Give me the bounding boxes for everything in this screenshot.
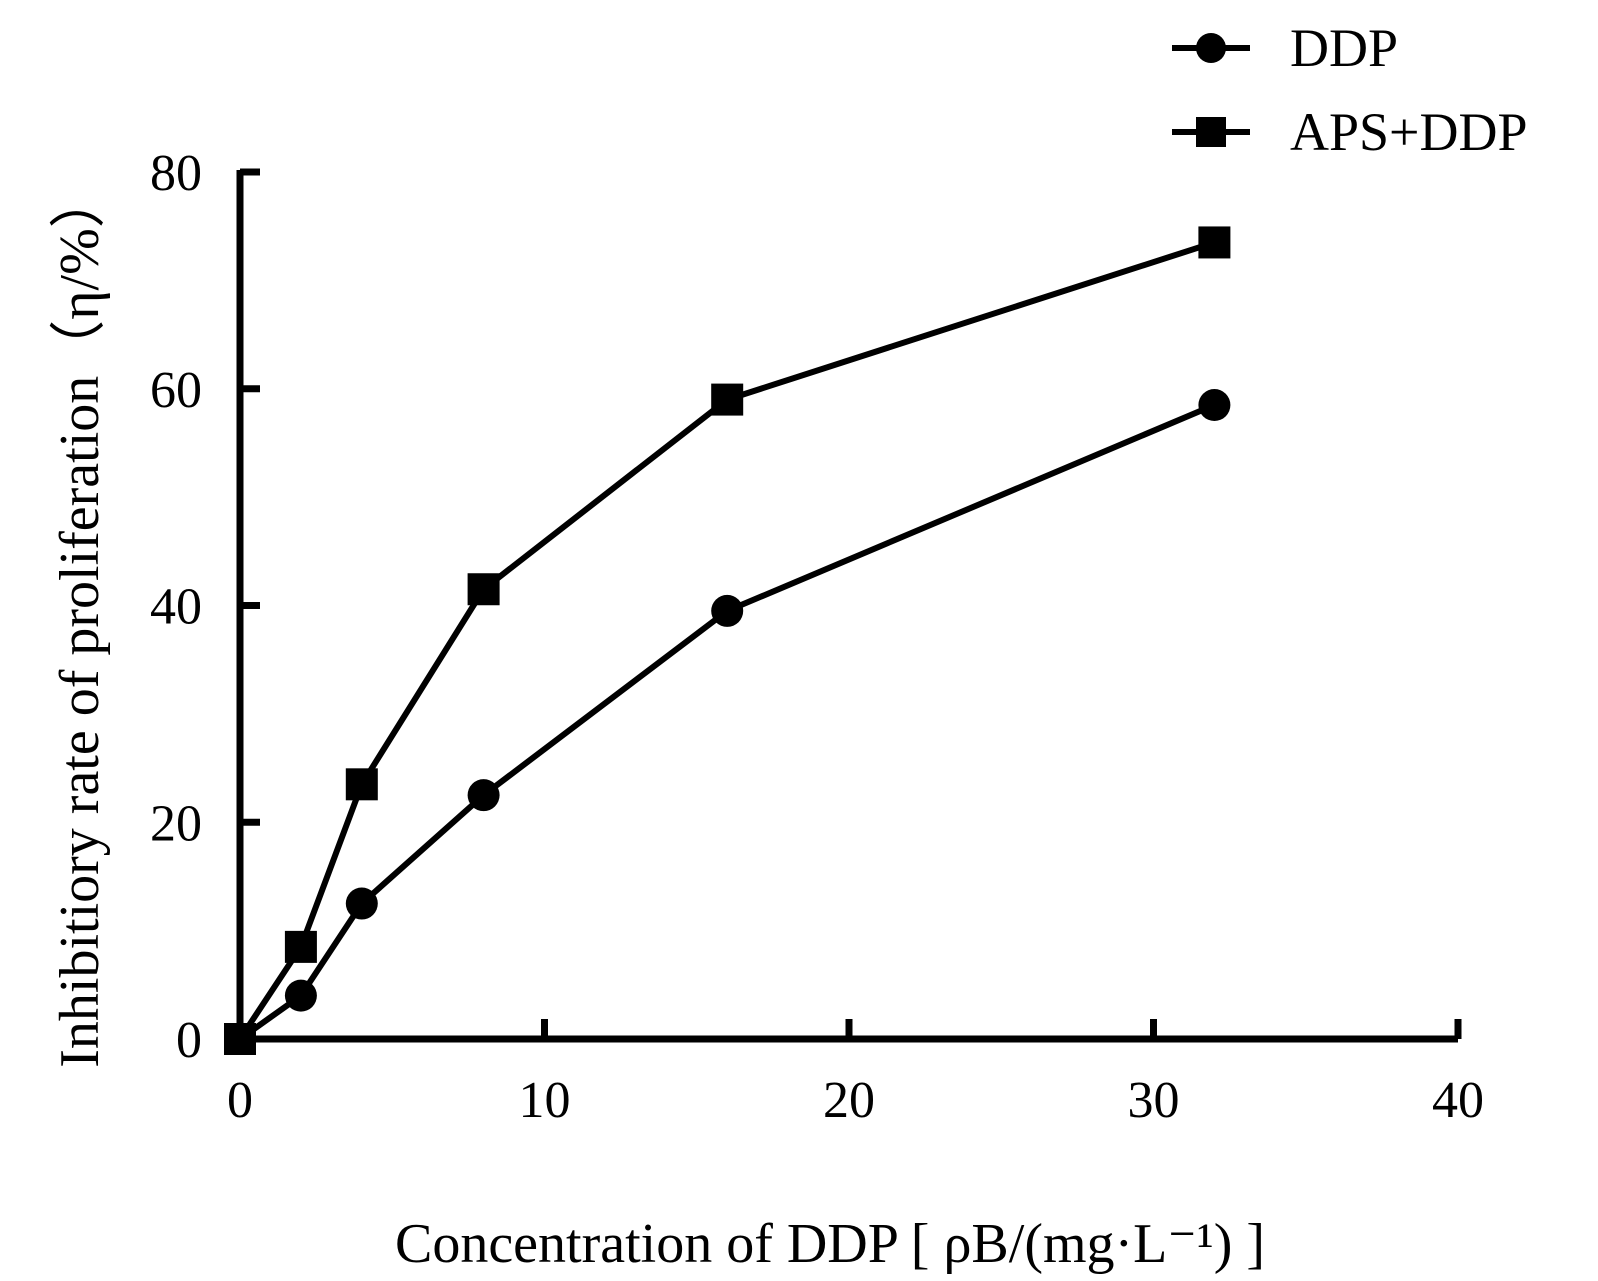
data-point-ddp xyxy=(345,887,378,920)
data-point-aps-ddp xyxy=(711,383,744,416)
data-point-aps-ddp xyxy=(284,930,317,963)
y-tick-label: 80 xyxy=(150,145,202,202)
y-tick-label: 20 xyxy=(150,795,202,852)
x-tick-label: 20 xyxy=(823,1072,875,1129)
legend-label-ddp: DDP xyxy=(1290,18,1398,78)
y-tick-label: 40 xyxy=(150,579,202,636)
series-line-aps-ddp xyxy=(237,239,1216,1041)
legend-marker-circle xyxy=(1196,33,1226,63)
y-tick-label: 60 xyxy=(150,362,202,419)
legend-item-aps-ddp: APS+DDP xyxy=(1172,102,1528,162)
x-axis-title: Concentration of DDP [ ρB/(mg·L⁻¹) ] xyxy=(395,1213,1265,1275)
legend: DDP APS+DDP xyxy=(1172,18,1528,162)
x-tick-label: 30 xyxy=(1128,1072,1180,1129)
legend-item-ddp: DDP xyxy=(1172,18,1398,78)
legend-label-aps-ddp: APS+DDP xyxy=(1290,102,1528,162)
data-point-aps-ddp xyxy=(1198,226,1231,259)
x-tick-label: 40 xyxy=(1432,1072,1484,1129)
series-line-ddp xyxy=(238,402,1216,1042)
y-axis-title: Inhibitiory rate of proliferation（η/%） xyxy=(49,172,111,1067)
axes xyxy=(236,170,1458,1043)
axis-ticks: 0 10 20 30 40 0 20 40 60 80 xyxy=(150,145,1484,1129)
legend-marker-square xyxy=(1196,117,1226,147)
series-lines xyxy=(224,226,1231,1055)
data-point-aps-ddp xyxy=(467,573,500,606)
x-tick-label: 10 xyxy=(519,1072,571,1129)
data-point-ddp xyxy=(284,979,317,1012)
data-point-ddp xyxy=(711,594,744,627)
x-tick-label: 0 xyxy=(227,1072,253,1129)
data-point-ddp xyxy=(1198,389,1231,422)
data-point-aps-ddp xyxy=(224,1023,256,1055)
data-point-ddp xyxy=(467,779,500,812)
y-tick-label: 0 xyxy=(176,1012,202,1069)
data-point-aps-ddp xyxy=(345,768,378,801)
